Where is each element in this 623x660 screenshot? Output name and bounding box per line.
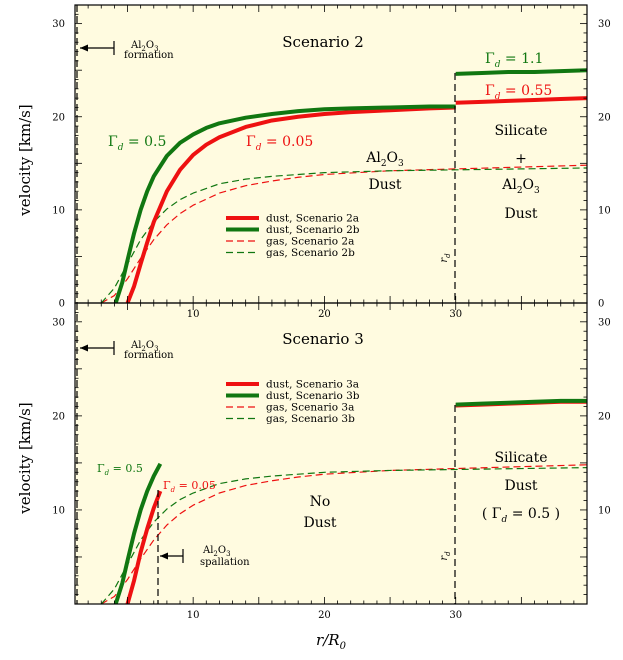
top-xtick-label: 10: [187, 309, 200, 320]
bottom-silicate-dust-word: Dust: [504, 478, 537, 494]
top-series-4-line: [100, 164, 587, 303]
bottom-ytick-label-right: 20: [598, 411, 611, 422]
top-series-0-line: [125, 105, 456, 303]
bottom-series-0-line: [125, 490, 163, 604]
bottom-ytick-label-right: 10: [598, 505, 611, 516]
bottom-xtick-label: 10: [187, 610, 200, 621]
xlabel: r/R0: [316, 631, 347, 652]
top-ytick-label-right: 0: [598, 299, 604, 310]
top-series-2-line: [113, 104, 456, 303]
bottom-al2o3-label: Al2O3: [130, 340, 159, 353]
bottom-legend-label: gas, Scenario 3a: [266, 402, 354, 414]
top-gamma-b-silicate-annotation: Γd = 1.1: [485, 51, 543, 70]
bottom-formation-label: formation: [124, 350, 174, 361]
top-silicate-dust-word: Dust: [504, 206, 537, 222]
top-series-3-line: [455, 68, 587, 76]
bottom-panel-background: [75, 303, 587, 604]
bottom-xtick-label: 30: [449, 610, 462, 621]
top-legend-label: gas, Scenario 2b: [266, 247, 355, 259]
bottom-silicate-gamma: ( Γd = 0.5 ): [482, 506, 560, 525]
top-al2o3-label: Al2O3: [130, 40, 159, 53]
top-ytick-label: 30: [52, 19, 65, 30]
bottom-scenario-title: Scenario 3: [282, 330, 363, 348]
spallation-label: spallation: [200, 557, 250, 568]
no-dust-dust: Dust: [303, 515, 336, 531]
bottom-legend-label: dust, Scenario 3a: [266, 379, 359, 391]
top-xtick-label: 20: [318, 309, 331, 320]
top-panel-series: [100, 68, 587, 303]
top-ytick-label-right: 30: [598, 19, 611, 30]
bottom-series-3-line: [455, 398, 587, 407]
bottom-ytick-label: 10: [52, 505, 65, 516]
bottom-panel-series: [100, 398, 587, 604]
top-al2o3-dust-word: Dust: [368, 177, 401, 193]
bottom-legend-label: gas, Scenario 3b: [266, 413, 355, 425]
spallation-arrow: [160, 549, 184, 563]
top-ytick-label-right: 10: [598, 205, 611, 216]
bottom-ytick-label: 20: [52, 411, 65, 422]
bottom-legend-label: dust, Scenario 3b: [266, 390, 360, 402]
bottom-gamma-b-annotation: Γd = 0.5: [97, 462, 143, 477]
bottom-xtick-label: 20: [318, 610, 331, 621]
bottom-series-2-line: [113, 462, 163, 604]
bottom-ytick-label: 30: [52, 317, 65, 328]
top-gamma-a-annotation: Γd = 0.05: [246, 134, 313, 153]
top-scenario-title: Scenario 2: [282, 33, 363, 51]
top-plus-sign: +: [515, 151, 527, 167]
top-ytick-label: 0: [59, 299, 65, 310]
top-legend-label: dust, Scenario 2a: [266, 213, 359, 225]
top-gamma-b-annotation: Γd = 0.5: [108, 134, 166, 153]
top-series-1-line: [455, 96, 587, 105]
top-xtick-label: 30: [449, 309, 462, 320]
top-legend-label: gas, Scenario 2a: [266, 236, 354, 248]
bottom-gamma-a-annotation: Γd = 0.05: [163, 479, 216, 494]
bottom-ytick-label-right: 30: [598, 317, 611, 328]
top-panel-background: [75, 5, 587, 303]
top-ylabel: velocity [km/s]: [16, 104, 34, 216]
spallation-al2o3-label: Al2O3: [202, 545, 231, 558]
bottom-series-4-line: [100, 464, 587, 604]
top-formation-arrow: [80, 41, 115, 55]
top-ytick-label: 10: [52, 205, 65, 216]
no-dust-no: No: [310, 494, 331, 510]
top-gamma-a-silicate-annotation: Γd = 0.55: [485, 83, 552, 102]
top-rd-label: rd: [439, 253, 452, 263]
top-al2o3-dust-formula: Al2O3: [365, 150, 404, 169]
bottom-formation-arrow: [80, 341, 115, 355]
top-series-5-line: [100, 167, 587, 303]
top-ytick-label-right: 20: [598, 112, 611, 123]
bottom-silicate-word: Silicate: [494, 450, 547, 466]
top-silicate-al2o3-formula: Al2O3: [501, 177, 540, 196]
axis-ticks: 0 0 10 10 20 20 30 30 10 20 30 10 10 20 20 30 30 10 20 30: [52, 4, 611, 621]
top-ytick-label: 20: [52, 112, 65, 123]
top-formation-label: formation: [124, 50, 174, 61]
bottom-rd-label: rd: [439, 551, 452, 561]
bottom-series-5-line: [100, 467, 587, 604]
bottom-ylabel: velocity [km/s]: [16, 402, 34, 514]
top-silicate-word: Silicate: [494, 123, 547, 139]
top-legend-label: dust, Scenario 2b: [266, 224, 360, 236]
